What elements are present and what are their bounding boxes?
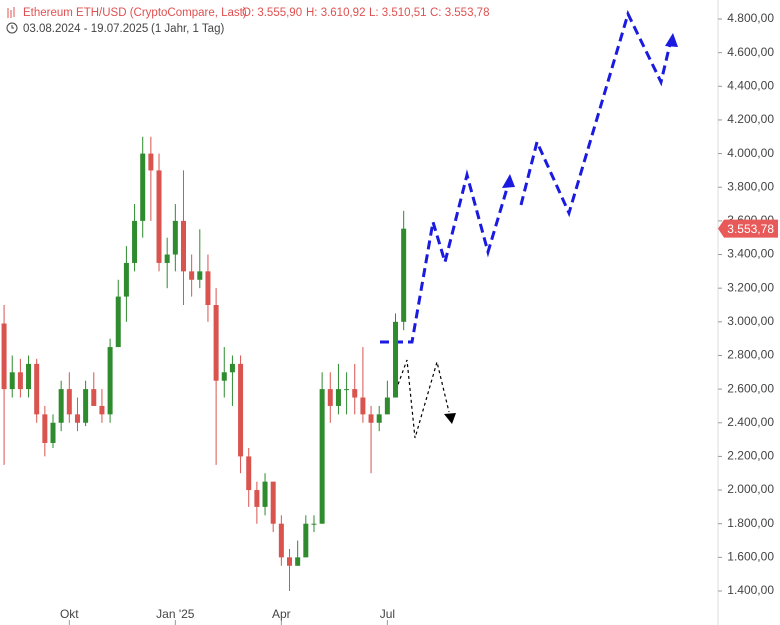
y-tick-label: 1.600,00 (727, 550, 774, 564)
candle-body (9, 372, 15, 390)
candle-body (99, 405, 105, 415)
y-tick-label: 3.000,00 (727, 314, 774, 328)
candle-body (50, 422, 56, 443)
candle-body (180, 220, 186, 272)
x-tick-label: Jan '25 (156, 607, 195, 621)
period: (1 Jahr, 1 Tag) (151, 23, 224, 35)
candle-body (270, 481, 276, 524)
candle-body (303, 523, 309, 558)
candle-body (384, 397, 390, 415)
y-tick-label: 1.400,00 (727, 583, 774, 597)
candle-body (213, 305, 219, 381)
y-tick-label: 4.400,00 (727, 78, 774, 92)
candle-body (83, 389, 89, 423)
last-price-label: 3.553,78 (727, 222, 774, 236)
candle-body (238, 363, 244, 457)
y-tick-label: 2.200,00 (727, 449, 774, 463)
chart-title: Ethereum ETH/USD (CryptoCompare, Last) (23, 7, 247, 19)
candle-body (335, 389, 341, 406)
candle-body (287, 557, 293, 566)
candle-body (156, 170, 162, 263)
clock-icon (6, 22, 18, 34)
candle-body (123, 262, 129, 297)
candle-body (189, 271, 195, 280)
x-tick-label: Jul (380, 607, 395, 621)
candle-body (115, 296, 121, 348)
y-tick-label: 3.200,00 (727, 280, 774, 294)
candle-body (246, 456, 252, 491)
ohlc-open: O: 3.555,90 (242, 7, 302, 19)
candle-body (262, 481, 268, 507)
ohlc-low: L: 3.510,51 (369, 7, 427, 19)
candle-body (66, 389, 72, 415)
candle-body (376, 414, 382, 423)
y-tick-label: 2.600,00 (727, 381, 774, 395)
candle-body (148, 153, 154, 171)
candle-body (74, 414, 80, 423)
candle-body (221, 372, 227, 381)
candle-body (107, 347, 113, 415)
y-tick-label: 4.800,00 (727, 11, 774, 25)
candle-body (164, 254, 170, 263)
ohlc-close: C: 3.553,78 (430, 7, 489, 19)
candle-body (311, 523, 317, 525)
candle-body (295, 557, 301, 566)
date-range: 03.08.2024 - 19.07.2025 (23, 23, 148, 35)
candle-body (344, 389, 350, 391)
candle-body (319, 389, 325, 524)
y-tick-label: 2.800,00 (727, 348, 774, 362)
candle-body (401, 228, 407, 322)
candle-body (172, 220, 178, 255)
candle-body (91, 389, 97, 406)
y-tick-label: 2.400,00 (727, 415, 774, 429)
candle-body (278, 523, 284, 558)
y-tick-label: 4.000,00 (727, 146, 774, 160)
candle-body (58, 389, 64, 423)
candle-body (393, 321, 399, 398)
y-tick-label: 2.000,00 (727, 482, 774, 496)
candle-body (327, 389, 333, 406)
candle-body (360, 397, 366, 415)
x-tick-label: Okt (60, 607, 79, 621)
candle-body (352, 389, 358, 398)
header-icon (7, 7, 15, 18)
candle-body (17, 372, 23, 390)
y-tick-label: 4.200,00 (727, 112, 774, 126)
x-tick-label: Apr (272, 607, 291, 621)
y-tick-label: 3.800,00 (727, 179, 774, 193)
candle-body (205, 271, 211, 305)
candle-body (1, 323, 7, 390)
candle-body (34, 363, 40, 415)
forecast-blue (380, 9, 678, 344)
candle-body (197, 271, 203, 280)
candle-body (42, 414, 48, 443)
y-tick-label: 1.800,00 (727, 516, 774, 530)
y-tick-label: 3.400,00 (727, 247, 774, 261)
last-price-tag (718, 219, 778, 238)
candle-body (229, 363, 235, 373)
candle-body (132, 220, 138, 263)
y-tick-label: 4.600,00 (727, 45, 774, 59)
candle-body (254, 490, 260, 507)
candle-body (140, 153, 146, 221)
forecast-black (395, 359, 456, 439)
candle-body (368, 414, 374, 423)
ohlc-high: H: 3.610,92 (306, 7, 365, 19)
candle-body (26, 363, 32, 390)
